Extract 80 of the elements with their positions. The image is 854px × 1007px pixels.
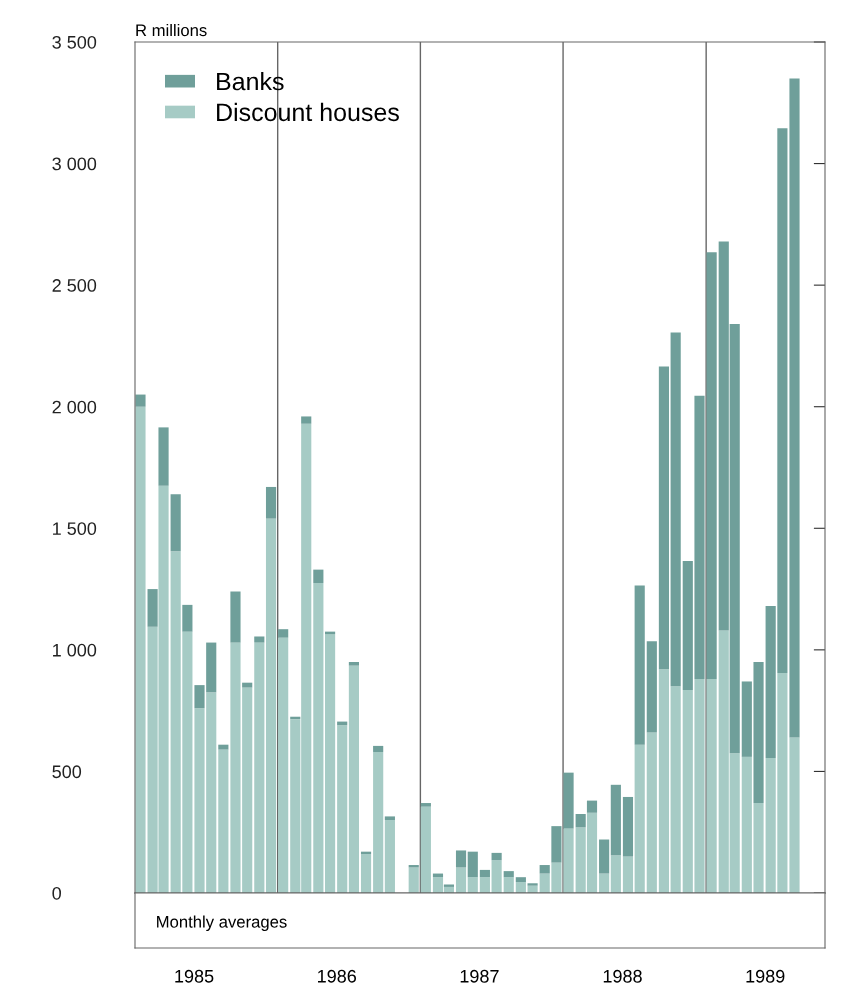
bar: [348, 662, 360, 666]
y-tick-label: 2 500: [52, 279, 97, 292]
bar: [670, 332, 681, 687]
x-tick-label: 1985: [175, 969, 214, 983]
y-tick-label: 500: [52, 765, 82, 779]
bar: [301, 416, 312, 424]
bar: [313, 582, 324, 893]
bar: [658, 366, 670, 670]
bar: [242, 682, 253, 688]
bar: [646, 641, 657, 733]
bar: [313, 569, 324, 583]
bar: [634, 744, 645, 893]
bar: [706, 252, 717, 680]
bar: [373, 745, 384, 752]
bar: [789, 737, 800, 893]
bar: [539, 865, 550, 874]
bar: [599, 839, 610, 874]
y-tick-label: 1 000: [53, 643, 97, 657]
bar: [135, 394, 146, 407]
bar: [420, 806, 431, 893]
bar: [467, 877, 478, 893]
bar: [384, 816, 395, 821]
bar: [278, 629, 289, 638]
x-tick-label: 1987: [460, 969, 499, 983]
bar: [348, 665, 360, 893]
y-tick-label: 3 000: [52, 157, 97, 171]
x-tick-label: 1986: [318, 969, 357, 983]
bar: [420, 803, 431, 807]
bar: [170, 494, 181, 552]
bar: [491, 852, 502, 861]
bar: [254, 636, 265, 643]
y-tick-label: 0: [52, 886, 61, 900]
bar: [230, 591, 241, 643]
bar: [599, 873, 610, 893]
bar: [147, 589, 158, 627]
bar: [218, 744, 229, 750]
bar: [158, 427, 169, 486]
bar: [634, 585, 645, 745]
bar: [479, 877, 490, 893]
bar: [455, 850, 467, 868]
x-tick-label: 1989: [746, 969, 785, 983]
bar: [610, 784, 621, 856]
bar: [455, 867, 467, 893]
y-tick-label: 1 500: [53, 522, 97, 536]
bar: [622, 856, 634, 893]
bar: [610, 855, 621, 893]
bar: [373, 751, 384, 893]
bar: [135, 406, 146, 893]
bar: [218, 749, 229, 893]
bar: [515, 877, 526, 883]
bar: [491, 860, 502, 893]
bar: [265, 518, 277, 893]
bar: [622, 796, 634, 857]
bar: [503, 877, 514, 893]
bar: [278, 637, 289, 893]
bar: [360, 854, 372, 893]
bar: [789, 78, 800, 738]
bar: [503, 871, 514, 878]
bar: [337, 725, 348, 893]
bar: [384, 820, 395, 893]
x-tick-label: 1988: [603, 969, 642, 983]
y-axis-title: R millions: [136, 23, 207, 37]
bar: [646, 732, 657, 893]
bar: [706, 679, 717, 893]
bar: [467, 851, 478, 878]
y-tick-label: 2 000: [52, 400, 97, 414]
bar: [586, 800, 598, 813]
bar: [254, 642, 265, 893]
bar: [408, 867, 419, 893]
bar: [324, 634, 336, 893]
bar: [527, 883, 538, 886]
bar: [575, 813, 586, 828]
bar: [443, 884, 454, 887]
bar: [182, 604, 193, 632]
text: Monthly averages: [157, 915, 287, 932]
y-tick-label: 3 500: [52, 35, 97, 49]
bar: [265, 486, 277, 519]
bar: [670, 686, 681, 893]
bar: [479, 869, 490, 878]
bar: [658, 669, 670, 893]
